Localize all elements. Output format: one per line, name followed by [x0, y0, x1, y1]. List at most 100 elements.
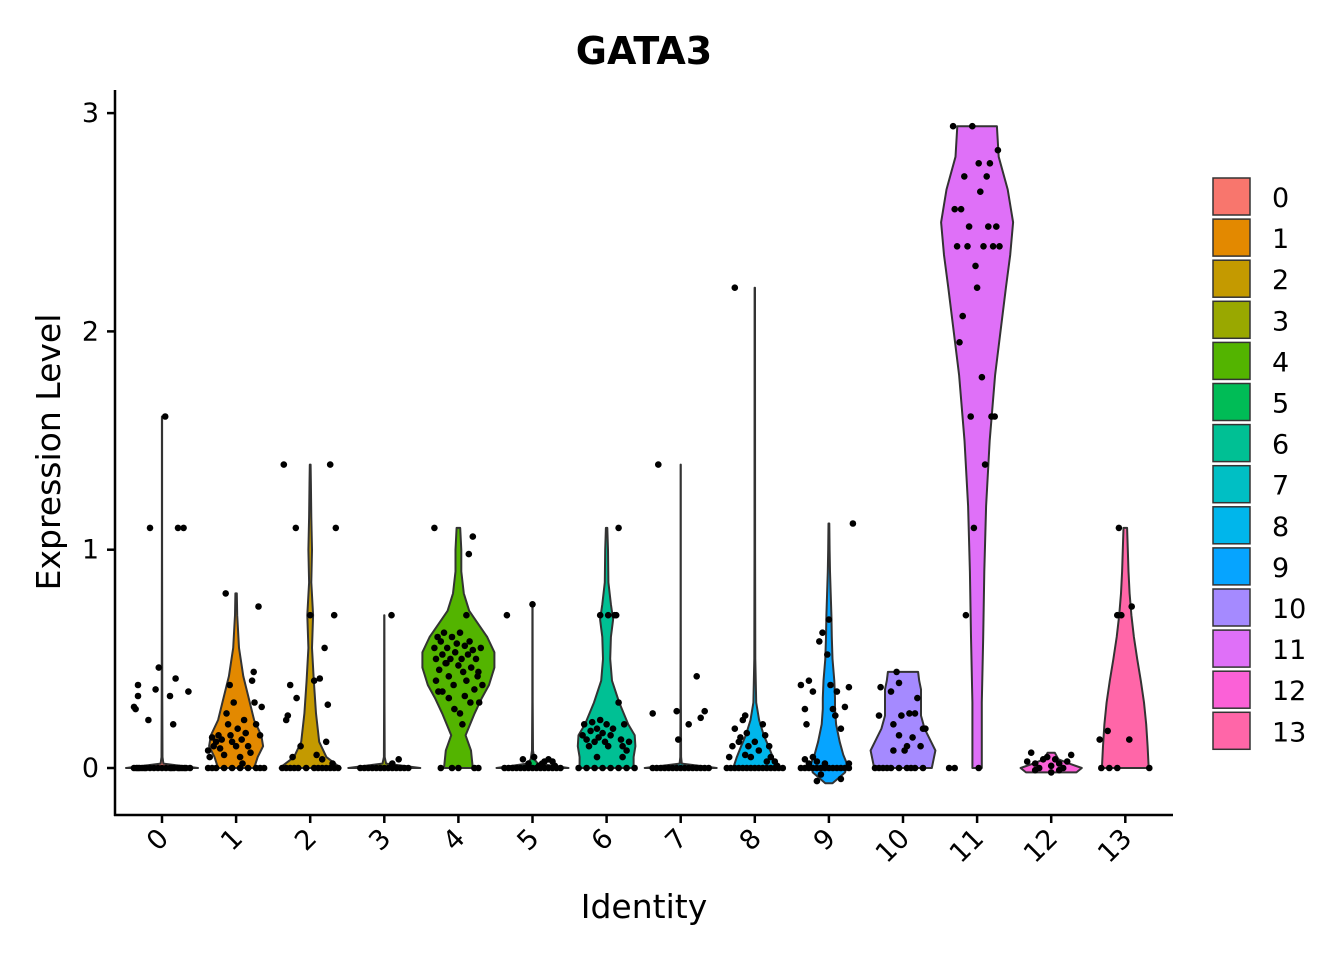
point-cluster-11 [970, 524, 978, 532]
point-cluster-6 [619, 742, 626, 750]
legend-swatch-7 [1212, 464, 1251, 504]
point-cluster-1 [256, 764, 264, 772]
point-cluster-7 [685, 721, 692, 728]
point-cluster-12 [1047, 762, 1055, 770]
y-tick-label: 3 [82, 98, 99, 129]
point-cluster-9 [819, 629, 826, 636]
point-cluster-6 [596, 611, 604, 619]
point-cluster-4 [443, 659, 450, 667]
chart-title: GATA3 [576, 29, 712, 73]
point-cluster-8 [763, 758, 771, 765]
point-cluster-10 [907, 764, 915, 772]
point-cluster-2 [321, 644, 328, 652]
point-cluster-5 [530, 753, 538, 761]
point-cluster-1 [206, 753, 213, 761]
violin-cluster-6 [576, 526, 637, 769]
point-cluster-9 [813, 758, 821, 765]
point-cluster-10 [906, 710, 913, 717]
point-cluster-13 [1114, 764, 1121, 772]
point-cluster-13 [1104, 727, 1111, 735]
point-cluster-4 [463, 677, 470, 684]
point-cluster-10 [890, 747, 897, 754]
point-cluster-11 [969, 122, 976, 130]
point-cluster-6 [620, 721, 628, 728]
point-cluster-0 [132, 705, 139, 713]
point-cluster-0 [136, 764, 143, 772]
point-cluster-6 [619, 753, 626, 761]
x-tick-label: 7 [660, 823, 694, 857]
point-cluster-0 [168, 764, 175, 772]
point-cluster-2 [324, 701, 332, 708]
point-cluster-2 [314, 764, 322, 772]
point-cluster-6 [591, 738, 598, 746]
point-cluster-10 [877, 683, 884, 691]
point-cluster-2 [329, 760, 336, 767]
x-axis-label: Identity [581, 887, 707, 926]
point-cluster-6 [593, 725, 601, 732]
point-cluster-4 [467, 664, 475, 671]
x-tick-label: 9 [808, 823, 842, 857]
point-cluster-9 [803, 721, 810, 728]
violin-cluster-0 [125, 415, 199, 769]
point-cluster-1 [244, 742, 252, 750]
point-cluster-12 [1031, 766, 1039, 774]
legend-label-6: 6 [1272, 430, 1289, 461]
point-cluster-4 [440, 629, 448, 636]
point-cluster-13 [1115, 524, 1123, 532]
point-cluster-5 [541, 758, 548, 765]
point-cluster-10 [909, 734, 916, 741]
point-cluster-0 [134, 681, 142, 689]
point-cluster-1 [227, 732, 234, 739]
point-cluster-9 [817, 771, 825, 778]
point-cluster-11 [953, 243, 961, 250]
point-cluster-13 [1146, 764, 1153, 772]
point-cluster-11 [951, 764, 958, 772]
point-cluster-11 [973, 284, 981, 292]
point-cluster-1 [216, 745, 224, 752]
point-cluster-6 [615, 764, 622, 772]
legend-label-3: 3 [1272, 306, 1289, 337]
point-cluster-2 [297, 742, 304, 750]
point-cluster-11 [983, 173, 990, 180]
point-cluster-3 [389, 760, 396, 767]
point-cluster-13 [1098, 764, 1105, 772]
point-cluster-6 [595, 734, 602, 741]
point-cluster-11 [986, 160, 994, 167]
violins-layer [125, 125, 1150, 785]
point-cluster-1 [258, 703, 266, 711]
point-cluster-1 [242, 729, 249, 737]
point-cluster-4 [439, 651, 446, 658]
point-cluster-2 [293, 694, 300, 702]
point-cluster-7 [697, 714, 704, 722]
point-cluster-0 [169, 721, 177, 728]
point-cluster-8 [779, 764, 787, 772]
point-cluster-0 [141, 764, 148, 772]
point-cluster-0 [174, 524, 182, 532]
point-cluster-11 [959, 312, 966, 320]
point-cluster-10 [895, 732, 903, 739]
point-cluster-6 [575, 764, 582, 772]
point-cluster-6 [583, 764, 590, 772]
point-cluster-4 [437, 638, 445, 645]
point-cluster-9 [797, 681, 805, 689]
point-cluster-10 [893, 668, 900, 676]
point-cluster-0 [176, 764, 183, 772]
point-cluster-1 [208, 764, 216, 772]
point-cluster-10 [875, 712, 883, 719]
point-cluster-9 [825, 616, 833, 623]
point-cluster-4 [435, 688, 442, 695]
legend-swatch-4 [1212, 341, 1251, 381]
point-cluster-4 [450, 681, 457, 689]
point-cluster-9 [849, 520, 857, 527]
point-cluster-4 [461, 642, 469, 650]
point-cluster-4 [464, 651, 472, 658]
x-tick-label: 0 [141, 823, 175, 857]
point-cluster-4 [451, 649, 459, 656]
point-cluster-6 [588, 718, 596, 726]
point-cluster-6 [591, 764, 598, 772]
point-cluster-9 [801, 756, 809, 763]
point-cluster-11 [961, 173, 968, 180]
point-cluster-4 [475, 668, 482, 676]
point-cluster-2 [302, 764, 310, 772]
